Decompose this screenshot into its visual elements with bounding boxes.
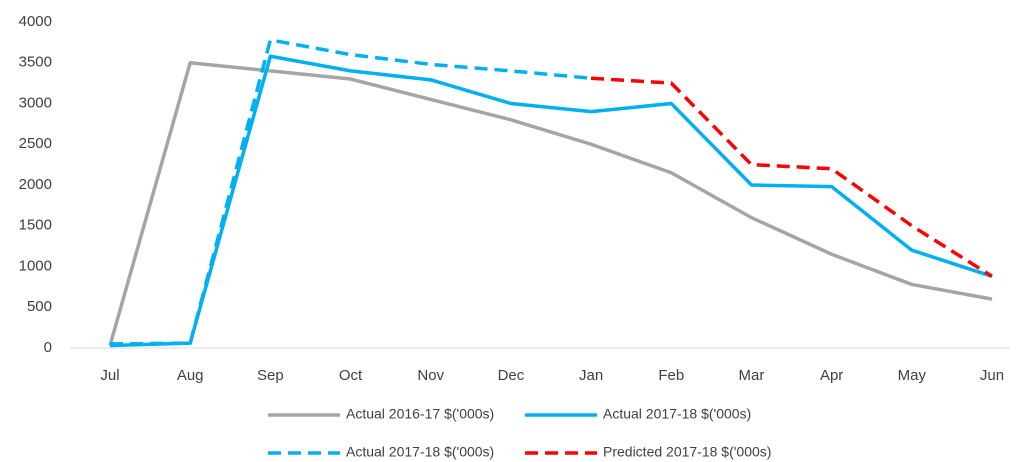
x-tick-label: Mar xyxy=(739,367,765,384)
x-tick-label: Sep xyxy=(257,367,284,384)
series-line xyxy=(109,38,592,346)
x-tick-label: Jul xyxy=(100,367,119,384)
y-tick-label: 4000 xyxy=(19,13,52,30)
x-tick-label: Dec xyxy=(498,367,525,384)
x-tick-label: Apr xyxy=(820,367,843,384)
x-tick-label: Nov xyxy=(417,367,444,384)
y-tick-label: 3500 xyxy=(19,54,52,71)
x-tick-label: Jan xyxy=(579,367,603,384)
series-line xyxy=(590,76,993,278)
legend-label: Actual 2017-18 $('000s) xyxy=(346,444,494,460)
x-tick-label: Aug xyxy=(177,367,204,384)
x-tick-label: May xyxy=(898,367,927,384)
legend-label: Actual 2017-18 $('000s) xyxy=(603,406,751,422)
y-tick-label: 2000 xyxy=(19,176,52,193)
y-tick-label: 1500 xyxy=(19,217,52,234)
x-tick-label: Oct xyxy=(339,367,363,384)
y-tick-label: 500 xyxy=(27,298,52,315)
x-tick-label: Feb xyxy=(658,367,684,384)
y-tick-label: 3000 xyxy=(19,94,52,111)
y-tick-label: 2500 xyxy=(19,135,52,152)
legend-label: Predicted 2017-18 $('000s) xyxy=(603,444,771,460)
series-line xyxy=(108,61,993,347)
legend-label: Actual 2016-17 $('000s) xyxy=(346,406,494,422)
x-tick-label: Jun xyxy=(980,367,1004,384)
series-line xyxy=(109,54,993,348)
y-tick-label: 1000 xyxy=(19,257,52,274)
y-tick-label: 0 xyxy=(44,339,52,356)
